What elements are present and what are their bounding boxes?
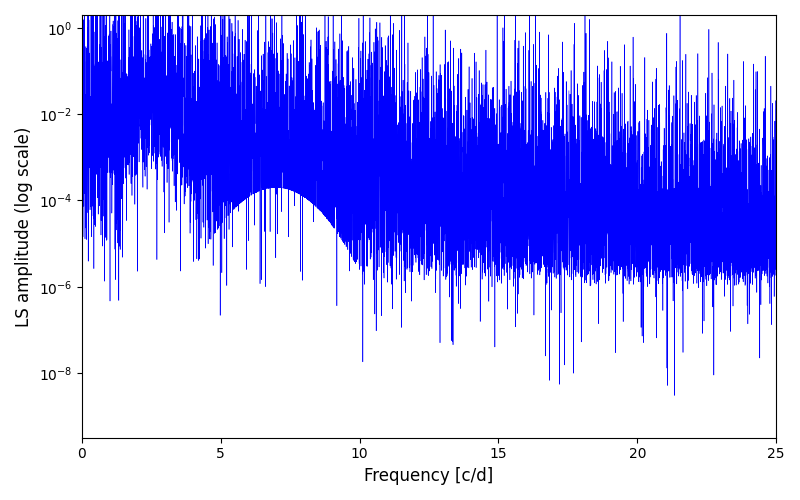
X-axis label: Frequency [c/d]: Frequency [c/d] (364, 467, 494, 485)
Y-axis label: LS amplitude (log scale): LS amplitude (log scale) (15, 126, 33, 326)
